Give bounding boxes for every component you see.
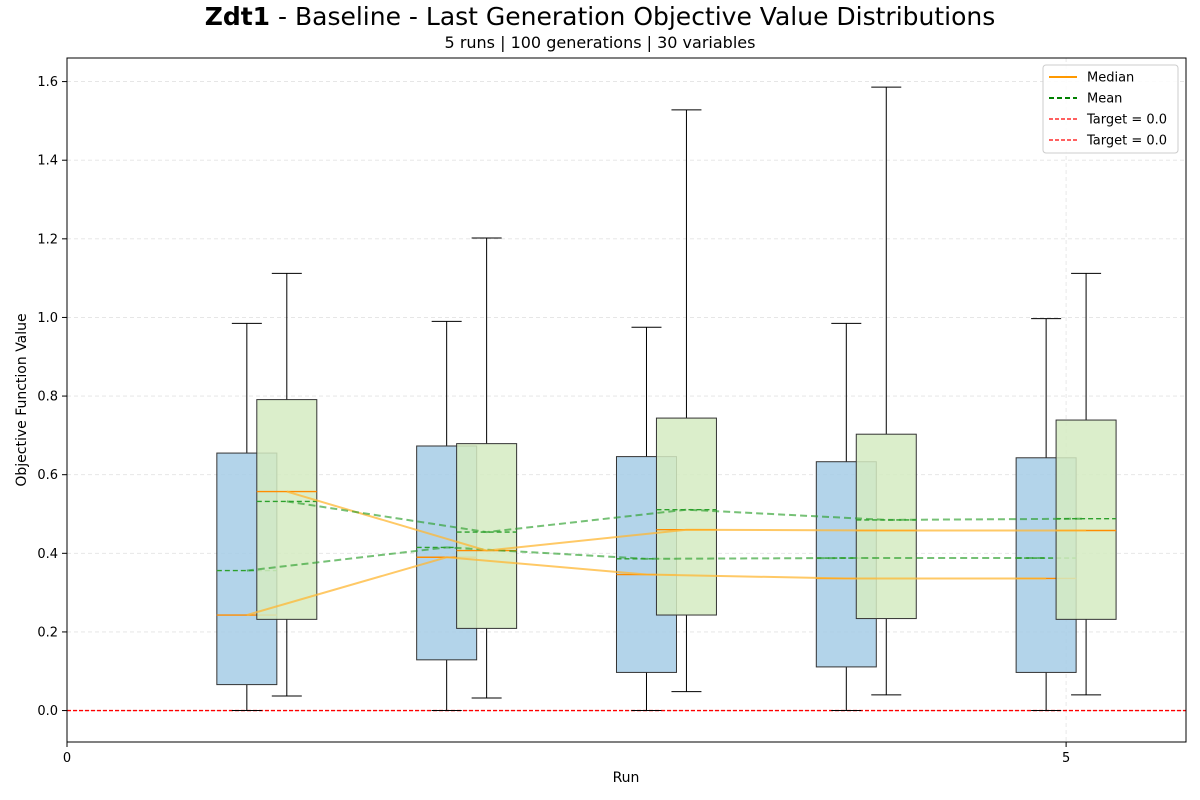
chart-title: Zdt1 - Baseline - Last Generation Object… — [0, 2, 1200, 32]
x-axis-label: Run — [613, 770, 640, 786]
chart-title-rest: - Baseline - Last Generation Objective V… — [270, 2, 996, 31]
y-tick-label: 0.0 — [37, 704, 58, 719]
box-iqr — [456, 443, 518, 629]
legend-label: Median — [1087, 71, 1134, 86]
box-plot-2-3 — [655, 109, 717, 693]
legend-label: Target = 0.0 — [1086, 134, 1167, 149]
y-tick-label: 1.2 — [37, 232, 58, 247]
chart-title-block: Zdt1 - Baseline - Last Generation Object… — [0, 2, 1200, 53]
median-trend-line-1 — [246, 556, 1047, 616]
chart-title-bold: Zdt1 — [204, 2, 271, 31]
y-tick-label: 0.4 — [37, 547, 58, 562]
y-tick-label: 1.4 — [37, 154, 58, 169]
y-tick-label: 1.0 — [37, 311, 58, 326]
box-iqr — [256, 399, 318, 620]
legend-label: Target = 0.0 — [1086, 113, 1167, 128]
axes-layer: 0.0 0.2 0.4 0.6 0.8 1.0 1.2 1.4 1.6 0 5 — [37, 57, 1187, 766]
y-axis-label: Objective Function Value — [14, 313, 30, 486]
chart-subtitle: 5 runs | 100 generations | 30 variables — [444, 33, 756, 52]
box-plot-2-2 — [456, 237, 518, 699]
x-tick-label: 0 — [63, 751, 71, 766]
legend-box — [1042, 64, 1179, 154]
box-iqr — [655, 417, 717, 616]
y-tick-label: 0.2 — [37, 625, 58, 640]
box-iqr — [855, 433, 917, 620]
mean-trend-line-2 — [286, 500, 1087, 534]
y-tick-label: 1.6 — [37, 75, 58, 90]
plot-frame — [66, 57, 1187, 743]
trend-line-layer — [246, 490, 1087, 616]
median-trend-line-2 — [286, 490, 1087, 552]
x-tick-label: 5 — [1062, 751, 1070, 766]
box-layer — [216, 86, 1117, 712]
mean-trend-line-1 — [246, 546, 1047, 572]
box-plot-2-1 — [256, 272, 318, 697]
y-tick-label: 0.6 — [37, 468, 58, 483]
box-plot-2-4 — [855, 86, 917, 696]
legend: Median Mean Target = 0.0 Target = 0.0 — [1042, 64, 1179, 154]
legend-label: Mean — [1087, 92, 1122, 107]
y-tick-label: 0.8 — [37, 390, 58, 405]
